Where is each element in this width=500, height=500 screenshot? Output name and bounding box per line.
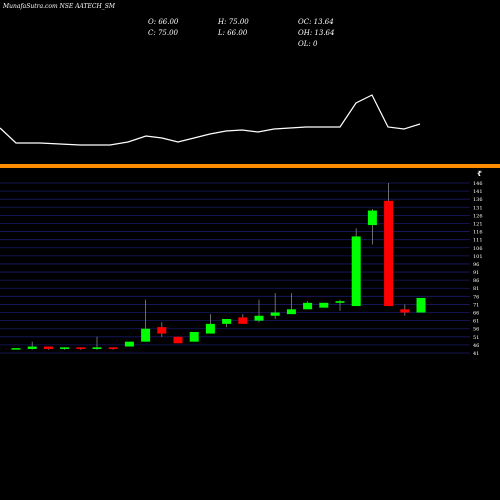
price-tick-label: 131 bbox=[473, 205, 483, 211]
candle bbox=[367, 208, 377, 245]
candle-body bbox=[205, 323, 215, 334]
price-tick-label: 86 bbox=[473, 278, 479, 284]
candle-body bbox=[319, 302, 329, 308]
candle-body bbox=[92, 347, 102, 349]
candle bbox=[303, 301, 313, 310]
candle bbox=[173, 336, 183, 344]
price-tick-label: 146 bbox=[473, 181, 483, 187]
candles-group bbox=[11, 183, 426, 350]
price-tick-label: 121 bbox=[473, 221, 483, 227]
currency-marker: ₹ bbox=[477, 169, 483, 178]
candle bbox=[351, 228, 361, 307]
price-tick-label: 116 bbox=[473, 230, 483, 236]
candle-body bbox=[238, 317, 248, 324]
price-tick-label: 136 bbox=[473, 197, 483, 203]
price-axis-labels: 146 141 136 131 126 121 116 111 106 101 96 91 86 81 76… bbox=[473, 181, 483, 357]
price-grid bbox=[0, 182, 470, 354]
candle bbox=[157, 322, 167, 337]
panel-divider bbox=[0, 164, 500, 168]
candle bbox=[238, 314, 248, 324]
stat-close: C: 75.00 bbox=[148, 29, 179, 37]
candle bbox=[108, 347, 118, 350]
candle bbox=[27, 341, 37, 350]
candle-body bbox=[76, 347, 86, 349]
price-tick-label: 126 bbox=[473, 213, 483, 219]
candle-body bbox=[351, 236, 361, 307]
price-tick-label: 141 bbox=[473, 189, 483, 195]
price-tick-label: 46 bbox=[473, 343, 479, 349]
price-tick-label: 71 bbox=[473, 302, 479, 308]
candle bbox=[92, 336, 102, 350]
price-tick-label: 51 bbox=[473, 335, 479, 341]
candle bbox=[384, 183, 394, 307]
candle-body bbox=[400, 309, 410, 313]
candle bbox=[400, 304, 410, 316]
candle bbox=[205, 314, 215, 334]
candle bbox=[76, 347, 86, 350]
stat-ol: OL: 0 bbox=[298, 40, 318, 48]
candle-body bbox=[303, 302, 313, 310]
candle-body bbox=[60, 347, 70, 349]
candle-body bbox=[254, 315, 264, 321]
price-tick-label: 76 bbox=[473, 294, 479, 300]
candle bbox=[222, 319, 232, 328]
price-tick-label: 61 bbox=[473, 319, 479, 325]
price-tick-label: 66 bbox=[473, 311, 479, 317]
price-tick-label: 91 bbox=[473, 270, 479, 276]
candle bbox=[60, 347, 70, 350]
price-tick-label: 111 bbox=[473, 238, 483, 244]
candle-body bbox=[108, 347, 118, 349]
candle bbox=[254, 299, 264, 323]
candle bbox=[335, 299, 345, 311]
candle bbox=[189, 331, 199, 342]
candle-body bbox=[189, 331, 199, 342]
candle-body bbox=[367, 210, 377, 226]
candle-body bbox=[124, 341, 134, 347]
candle bbox=[319, 302, 329, 308]
price-tick-label: 101 bbox=[473, 254, 483, 260]
candle bbox=[43, 346, 53, 350]
price-tick-label: 41 bbox=[473, 351, 479, 357]
candle-body bbox=[270, 312, 280, 316]
stat-high: H: 75.00 bbox=[217, 18, 249, 26]
price-tick-label: 106 bbox=[473, 246, 483, 252]
candle-body bbox=[157, 327, 167, 334]
candle bbox=[11, 348, 21, 350]
candle-body bbox=[222, 319, 232, 324]
stat-low: L: 66.00 bbox=[217, 29, 248, 37]
candle-body bbox=[43, 346, 53, 349]
candle-body bbox=[141, 328, 151, 342]
stat-oh: OH: 13.64 bbox=[298, 29, 334, 37]
stat-oc: OC: 13.64 bbox=[298, 18, 334, 26]
candle bbox=[416, 297, 426, 313]
price-tick-label: 81 bbox=[473, 286, 479, 292]
candle-body bbox=[335, 301, 345, 303]
price-tick-label: 96 bbox=[473, 262, 479, 268]
candle-body bbox=[384, 200, 394, 307]
candle-body bbox=[416, 297, 426, 313]
candle-body bbox=[27, 346, 37, 349]
candle-body bbox=[11, 348, 21, 350]
stat-open: O: 66.00 bbox=[148, 18, 179, 26]
candle bbox=[141, 299, 151, 342]
candle-body bbox=[173, 336, 183, 344]
chart-title: MunafaSutra.com NSE AATECH_SM bbox=[2, 3, 116, 10]
candle-body bbox=[286, 309, 296, 315]
indicator-line bbox=[0, 94, 421, 146]
candle bbox=[124, 341, 134, 347]
candle bbox=[286, 293, 296, 315]
price-tick-label: 56 bbox=[473, 327, 479, 333]
candle bbox=[270, 293, 280, 319]
